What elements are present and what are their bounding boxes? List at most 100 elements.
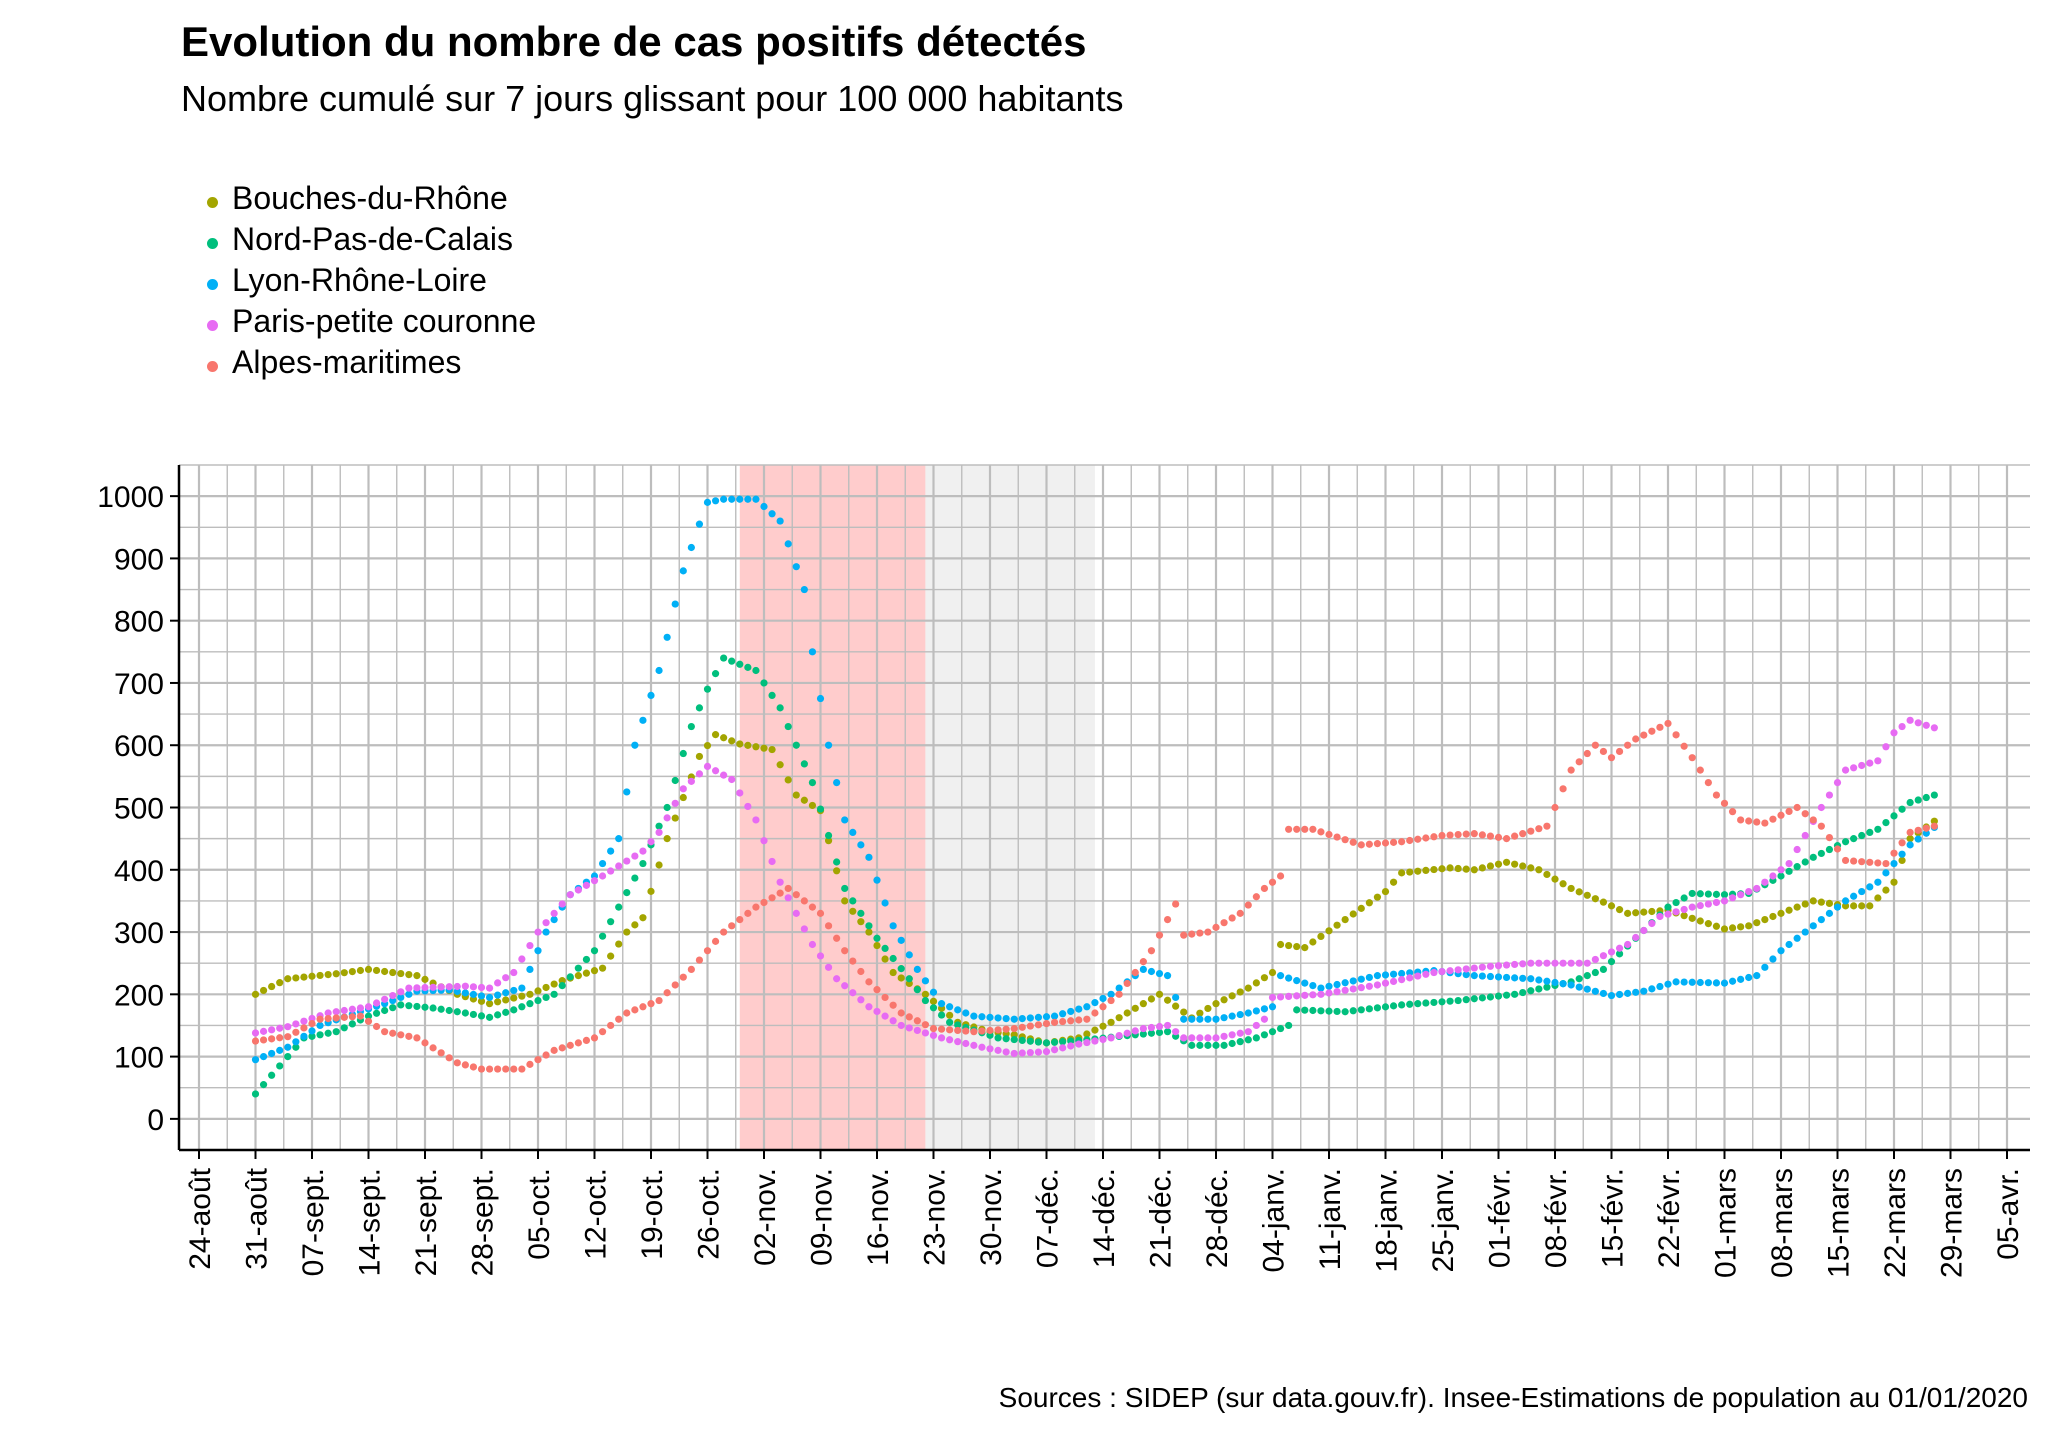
data-point	[469, 1063, 478, 1071]
data-point	[477, 983, 486, 992]
data-point	[1212, 1034, 1220, 1042]
data-point	[566, 973, 574, 981]
data-point	[1882, 886, 1890, 894]
data-point	[1123, 1029, 1131, 1037]
data-point	[623, 857, 631, 865]
data-point	[994, 1034, 1002, 1042]
data-point	[429, 1004, 437, 1012]
data-point	[397, 988, 405, 996]
data-point	[1809, 816, 1817, 824]
data-point	[1801, 900, 1809, 908]
x-tick-label: 08-mars	[1766, 1168, 1799, 1278]
data-point	[550, 1046, 558, 1054]
data-point	[510, 986, 518, 995]
data-point	[607, 1021, 615, 1030]
y-tick-label: 700	[114, 668, 164, 701]
data-point	[865, 853, 873, 861]
data-point	[1785, 807, 1793, 815]
data-point	[1535, 976, 1543, 984]
data-point	[1220, 1041, 1228, 1049]
data-point	[1083, 1038, 1091, 1047]
data-point	[1389, 838, 1398, 846]
data-point	[316, 1015, 324, 1023]
y-tick-label: 300	[114, 917, 164, 950]
data-point	[728, 737, 736, 745]
data-point	[623, 788, 631, 796]
data-point	[534, 1056, 542, 1064]
data-point	[1866, 828, 1874, 837]
data-point	[776, 878, 784, 886]
data-point	[1720, 979, 1729, 987]
data-point	[776, 517, 784, 525]
data-point	[1430, 833, 1438, 841]
data-point	[897, 1021, 905, 1030]
data-point	[1632, 933, 1640, 942]
data-point	[720, 771, 728, 779]
data-point	[1648, 907, 1656, 916]
data-point	[526, 1000, 534, 1008]
data-point	[711, 497, 720, 505]
data-point	[1196, 1015, 1204, 1023]
data-point	[647, 1000, 655, 1008]
data-point	[760, 679, 768, 687]
data-point	[929, 1024, 938, 1033]
data-point	[1519, 988, 1527, 997]
x-tick-label: 24-août	[184, 1167, 217, 1269]
legend-label: Alpes-maritimes	[232, 344, 462, 380]
data-point	[340, 1006, 348, 1015]
data-point	[720, 654, 728, 662]
data-point	[1615, 990, 1624, 999]
data-point	[510, 994, 518, 1002]
data-point	[1131, 968, 1139, 977]
data-point	[1317, 828, 1325, 836]
data-point	[1349, 910, 1357, 918]
data-point	[1583, 959, 1591, 967]
data-point	[1930, 791, 1938, 799]
data-point	[477, 1012, 486, 1020]
data-point	[1494, 962, 1503, 970]
data-point	[1922, 793, 1930, 802]
data-point	[687, 777, 695, 785]
data-point	[534, 947, 542, 955]
data-point	[1704, 900, 1712, 908]
data-point	[1422, 970, 1430, 978]
data-point	[687, 965, 695, 974]
data-point	[1551, 803, 1559, 812]
data-point	[1155, 931, 1164, 939]
data-point	[332, 1008, 340, 1016]
data-point	[1002, 1048, 1010, 1056]
data-point	[824, 837, 833, 845]
data-point	[954, 1038, 962, 1046]
data-point	[284, 1052, 292, 1061]
data-point	[437, 1049, 445, 1057]
data-point	[477, 992, 486, 1000]
data-point	[1914, 796, 1922, 804]
data-point	[590, 967, 599, 975]
data-point	[1228, 1031, 1236, 1039]
data-point	[1664, 903, 1672, 911]
data-point	[1430, 998, 1438, 1007]
data-point	[1010, 1015, 1018, 1023]
data-point	[1575, 888, 1583, 896]
x-tick-label: 05-avr.	[1992, 1168, 2025, 1260]
data-point	[1188, 1041, 1196, 1049]
data-point	[381, 995, 389, 1003]
data-point	[720, 734, 728, 742]
data-point	[518, 992, 526, 1000]
data-point	[1930, 724, 1938, 732]
data-point	[324, 1015, 332, 1023]
data-point	[994, 1046, 1002, 1054]
data-point	[1898, 850, 1906, 858]
data-point	[1745, 817, 1753, 825]
data-point	[1599, 898, 1608, 906]
data-point	[744, 741, 752, 749]
data-point	[1825, 909, 1834, 917]
data-point	[1624, 741, 1632, 749]
data-point	[1147, 1023, 1156, 1032]
data-point	[1172, 1002, 1180, 1010]
data-point	[1026, 1022, 1034, 1030]
data-point	[1591, 895, 1599, 903]
data-point	[1607, 958, 1616, 966]
data-point	[1373, 1004, 1382, 1012]
data-point	[954, 1021, 962, 1029]
